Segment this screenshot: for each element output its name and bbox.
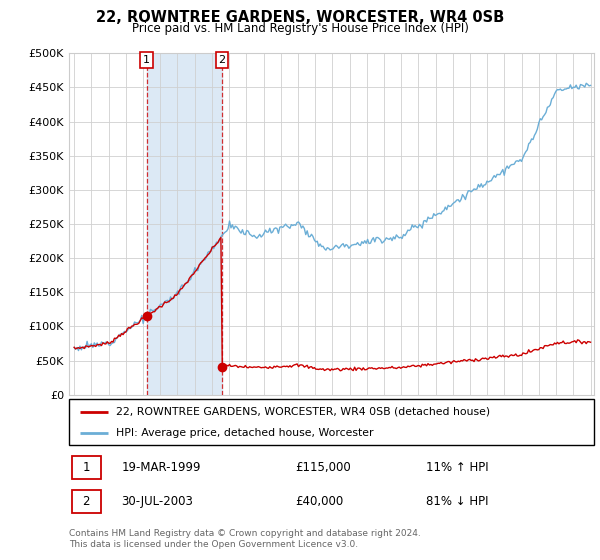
Text: £40,000: £40,000 (295, 495, 343, 508)
Text: 1: 1 (143, 55, 150, 65)
FancyBboxPatch shape (71, 489, 101, 514)
Bar (146, 53, 222, 395)
Text: 1: 1 (82, 461, 90, 474)
Text: Contains HM Land Registry data © Crown copyright and database right 2024.
This d: Contains HM Land Registry data © Crown c… (69, 529, 421, 549)
Text: 22, ROWNTREE GARDENS, WORCESTER, WR4 0SB: 22, ROWNTREE GARDENS, WORCESTER, WR4 0SB (96, 10, 504, 25)
Text: 11% ↑ HPI: 11% ↑ HPI (426, 461, 488, 474)
FancyBboxPatch shape (71, 456, 101, 479)
Text: HPI: Average price, detached house, Worcester: HPI: Average price, detached house, Worc… (116, 428, 374, 438)
FancyBboxPatch shape (69, 399, 594, 445)
Text: 19-MAR-1999: 19-MAR-1999 (121, 461, 201, 474)
Text: 30-JUL-2003: 30-JUL-2003 (121, 495, 193, 508)
Text: 81% ↓ HPI: 81% ↓ HPI (426, 495, 488, 508)
Text: 22, ROWNTREE GARDENS, WORCESTER, WR4 0SB (detached house): 22, ROWNTREE GARDENS, WORCESTER, WR4 0SB… (116, 407, 490, 417)
Text: £115,000: £115,000 (295, 461, 350, 474)
Text: 2: 2 (82, 495, 90, 508)
Text: Price paid vs. HM Land Registry's House Price Index (HPI): Price paid vs. HM Land Registry's House … (131, 22, 469, 35)
Text: 2: 2 (218, 55, 226, 65)
